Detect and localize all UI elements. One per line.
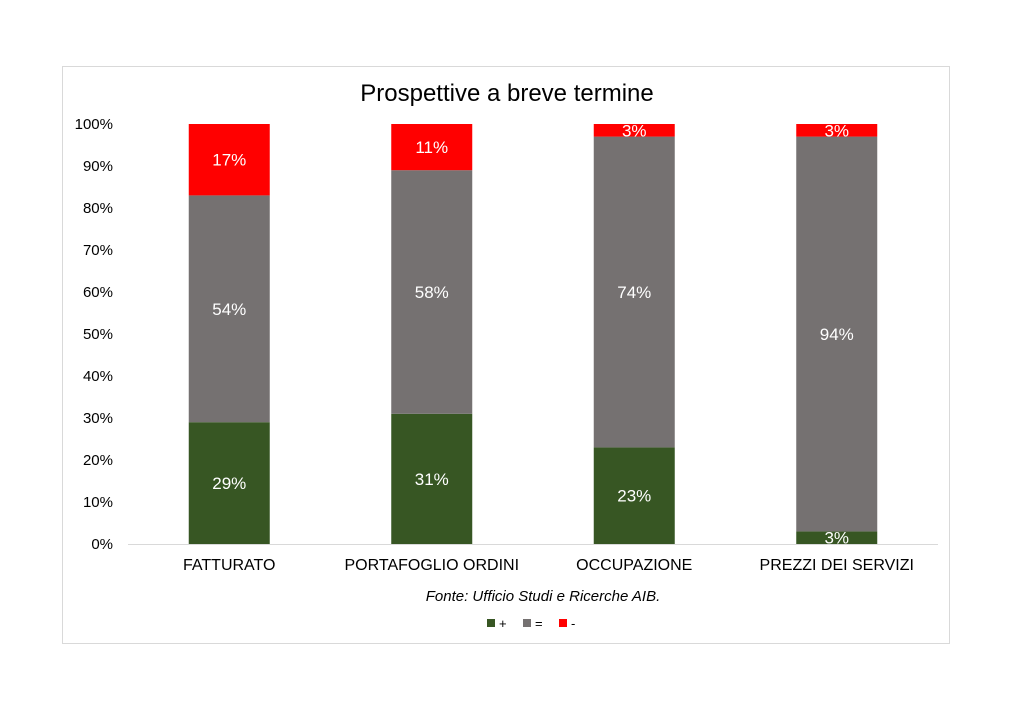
data-label: 29% [212,474,246,493]
bar-segment [593,136,675,448]
data-label: 54% [212,300,246,319]
chart-frame: Prospettive a breve termine 0% 10% 20% 30% 4… [62,66,950,644]
data-label: 31% [415,470,449,489]
bar-segment [593,124,675,137]
y-tick-label: 80% [83,200,113,217]
bar-segment [593,447,675,544]
legend-label: = [535,616,543,631]
legend: + = - [487,616,575,631]
bar-segment [391,124,473,171]
bar-segment [796,124,878,137]
data-label: 3% [622,121,647,140]
category-label: PREZZI DEI SERVIZI [760,557,914,574]
data-label: 94% [820,325,854,344]
data-label: 17% [212,151,246,170]
source-note: Fonte: Ufficio Studi e Ricerche AIB. [426,588,661,605]
legend-label: + [499,616,507,631]
y-tick-label: 100% [75,116,113,133]
legend-swatch [559,619,567,627]
y-tick-label: 60% [83,284,113,301]
bars: 29% 54% 17% 31% 58% 11% 23% 74% 3% 3% 94% 3% [188,121,878,548]
category-label: OCCUPAZIONE [576,557,692,574]
x-axis: FATTURATO PORTAFOGLIO ORDINI OCCUPAZIONE PR… [128,544,938,574]
y-tick-label: 10% [83,494,113,511]
y-tick-label: 90% [83,158,113,175]
bar-segment [796,136,878,532]
bar-segment [391,413,473,544]
y-tick-label: 0% [91,536,113,553]
category-label: PORTAFOGLIO ORDINI [344,557,519,574]
legend-swatch [523,619,531,627]
y-tick-label: 40% [83,368,113,385]
bar-segment [391,170,473,414]
bar-segment [188,422,270,544]
chart-svg: Prospettive a breve termine 0% 10% 20% 30% 4… [75,80,938,631]
bar-segment [188,195,270,423]
legend-label: - [571,616,575,631]
y-tick-label: 70% [83,242,113,259]
y-tick-label: 20% [83,452,113,469]
y-tick-label: 30% [83,410,113,427]
y-tick-label: 50% [83,326,113,343]
data-label: 11% [415,138,448,157]
legend-swatch [487,619,495,627]
data-label: 3% [824,121,849,140]
bar-segment [796,531,878,544]
category-label: FATTURATO [183,557,275,574]
data-label: 23% [617,487,651,506]
data-label: 58% [415,283,449,302]
data-label: 74% [617,283,651,302]
y-axis: 0% 10% 20% 30% 40% 50% 60% 70% 80% 90% 100% [75,116,113,553]
bar-segment [188,124,270,196]
chart-title: Prospettive a breve termine [360,80,653,107]
data-label: 3% [824,529,849,548]
